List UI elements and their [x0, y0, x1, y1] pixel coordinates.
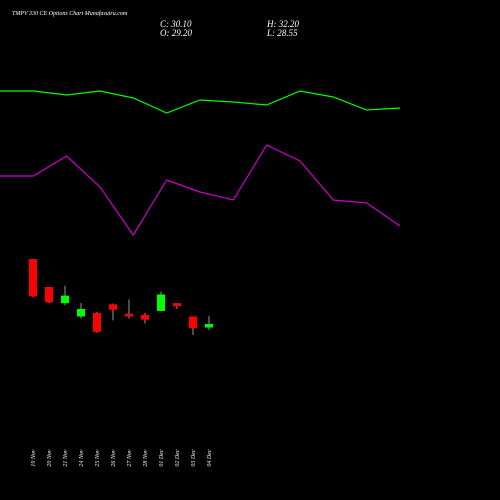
- candle-body: [77, 309, 85, 317]
- x-tick-label: 25 Nov: [95, 449, 101, 467]
- candle-body: [205, 323, 213, 328]
- x-tick-label: 02 Dec: [175, 449, 181, 466]
- x-tick-label: 27 Nov: [127, 449, 133, 467]
- info-low: L: 28.55: [266, 28, 298, 38]
- x-tick-label: 21 Nov: [63, 449, 69, 467]
- candle-body: [61, 295, 69, 304]
- x-tick-label: 26 Nov: [111, 449, 117, 467]
- info-high: H: 32.20: [266, 19, 299, 29]
- x-tick-label: 19 Nov: [31, 449, 37, 467]
- x-tick-label: 01 Dec: [159, 449, 165, 466]
- candle-body: [93, 312, 101, 332]
- candle-body: [29, 259, 37, 297]
- chart-title: TMPV 330 CE Options Chart Munafasutra.co…: [12, 10, 128, 17]
- candle-body: [157, 294, 165, 311]
- info-close: C: 30.10: [160, 19, 192, 29]
- x-tick-label: 04 Dec: [206, 449, 213, 466]
- indicator-line: [0, 144, 401, 237]
- indicator-line: [0, 90, 401, 114]
- info-open: O: 29.20: [160, 28, 192, 38]
- x-tick-label: 20 Nov: [47, 449, 53, 467]
- x-tick-label: 28 Nov: [143, 449, 149, 467]
- candle-body: [45, 286, 53, 303]
- x-tick-label: 24 Nov: [78, 449, 85, 467]
- candle-body: [173, 303, 181, 307]
- candle-body: [125, 313, 133, 317]
- candle-body: [189, 316, 197, 329]
- x-tick-label: 03 Dec: [191, 449, 197, 466]
- candle-body: [109, 304, 117, 310]
- candle-body: [141, 314, 149, 320]
